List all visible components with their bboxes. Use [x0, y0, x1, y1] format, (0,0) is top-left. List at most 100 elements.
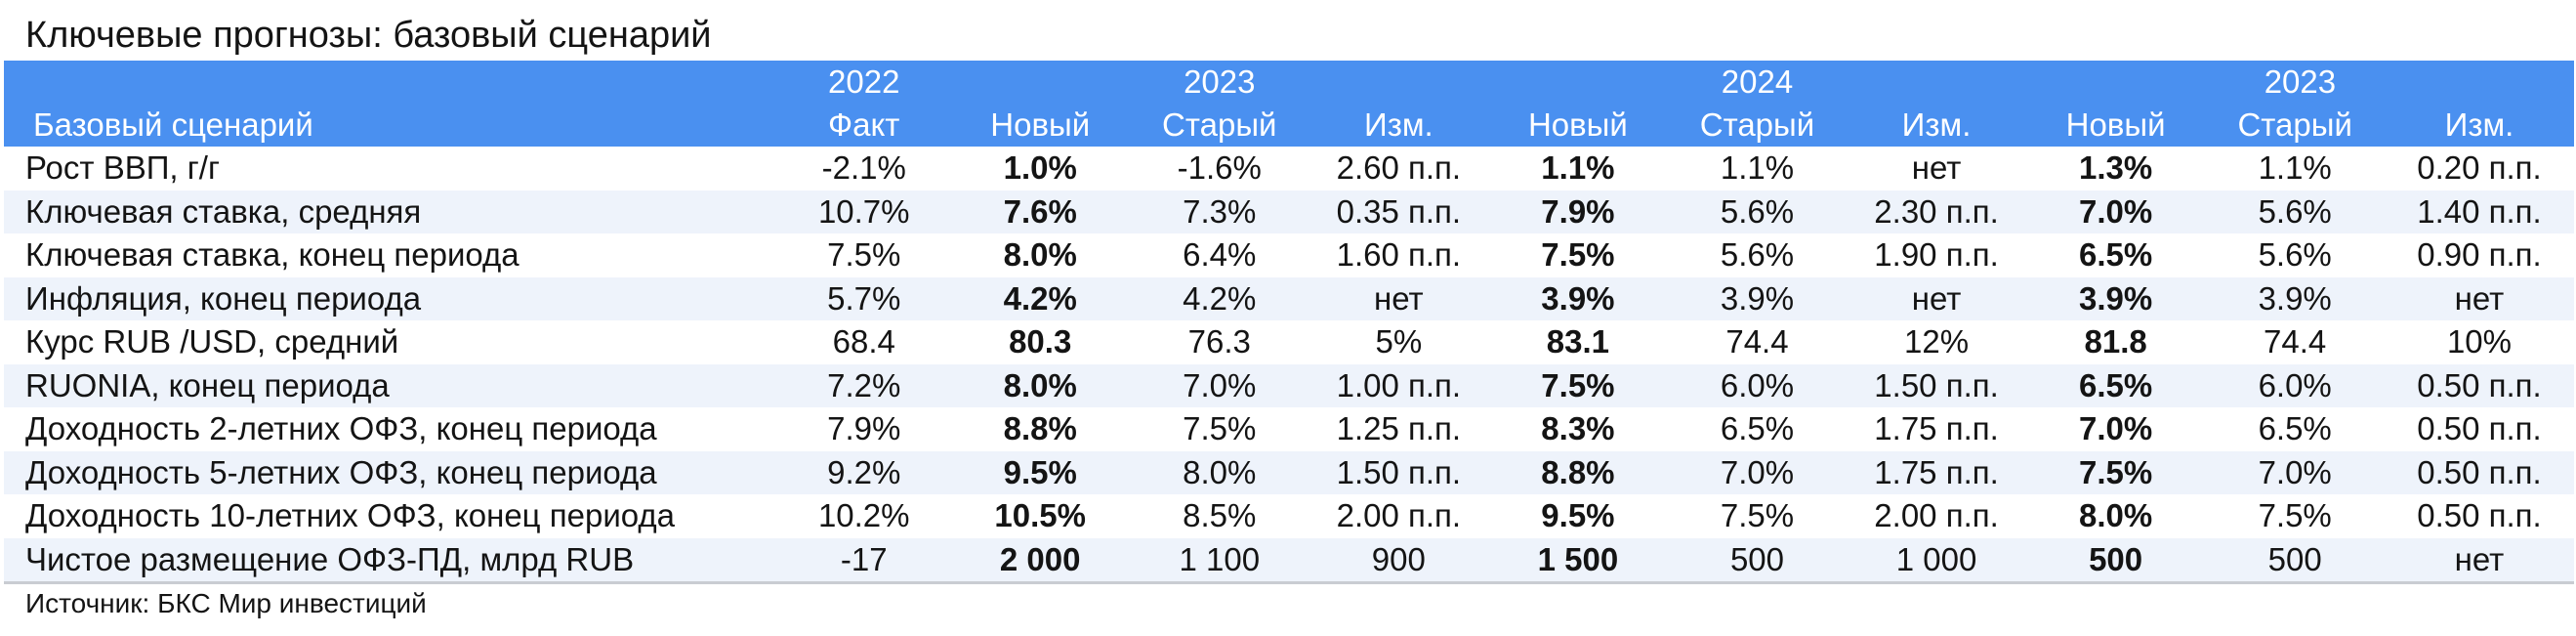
col-new: Новый — [1488, 104, 1668, 147]
cell-value: 7.3% — [1129, 190, 1309, 233]
cell-value: 10% — [2446, 323, 2512, 360]
col-new: Новый — [2025, 104, 2206, 147]
cell-value: 1.40 п.п. — [2384, 190, 2574, 233]
cell-value: 7.0% — [2025, 190, 2206, 233]
cell-fact: 68.4 — [832, 323, 895, 360]
cell-value: 8.0% — [1129, 450, 1309, 494]
row-label: Доходность 5-летних ОФЗ, конец периода — [4, 450, 778, 494]
cell-value: 1.25 п.п. — [1336, 410, 1462, 446]
cell-value: 7.6% — [950, 190, 1130, 233]
row-label: Рост ВВП, г/г — [25, 149, 221, 186]
cell-value: 8.0% — [950, 363, 1130, 407]
cell-value: 3.9% — [1667, 276, 1848, 320]
cell-value: 7.5% — [1488, 363, 1668, 407]
col-old: Старый — [2205, 104, 2385, 147]
cell-value: 7.0% — [1667, 450, 1848, 494]
cell-value: 9.5% — [1541, 497, 1615, 533]
cell-value: 500 — [2205, 537, 2385, 584]
cell-value: 1.90 п.п. — [1874, 236, 1999, 273]
cell-value: нет — [1309, 276, 1489, 320]
cell-value: 74.4 — [1725, 323, 1789, 360]
cell-value: нет — [2384, 537, 2574, 584]
table-row: Доходность 2-летних ОФЗ, конец периода 7.… — [4, 407, 2574, 451]
cell-value: 6.4% — [1183, 236, 1257, 273]
cell-value: 8.0% — [1003, 236, 1077, 273]
row-label: Ключевая ставка, конец периода — [25, 236, 519, 273]
cell-fact: 7.9% — [827, 410, 901, 446]
cell-value: 3.9% — [1488, 276, 1668, 320]
cell-value: 76.3 — [1187, 323, 1251, 360]
cell-value: 80.3 — [1009, 323, 1072, 360]
cell-value: 8.8% — [1003, 410, 1077, 446]
cell-value: 500 — [2025, 537, 2206, 584]
cell-value: 1.0% — [1003, 149, 1077, 186]
year-2024-header: 2024 — [1488, 61, 2026, 104]
cell-value: 5.6% — [2258, 236, 2332, 273]
cell-fact: 10.2% — [817, 497, 910, 533]
col-old: Старый — [1129, 104, 1309, 147]
cell-value: 1.1% — [1541, 149, 1615, 186]
cell-fact: -2.1% — [821, 149, 906, 186]
cell-value: 500 — [1667, 537, 1848, 584]
header-years-row: 2022 2023 2024 2023 — [4, 61, 2574, 104]
cell-value: 83.1 — [1546, 323, 1610, 360]
table-title: Ключевые прогнозы: базовый сценарий — [25, 15, 712, 56]
table-row: Ключевая ставка, конец периода 7.5% 8.0% 6.… — [4, 233, 2574, 277]
table-body: Рост ВВП, г/г -2.1% 1.0% -1.6% 2.60 п.п. 1.1%… — [4, 147, 2574, 584]
table-row: Доходность 5-летних ОФЗ, конец периода 9.… — [4, 450, 2574, 494]
row-label: Доходность 10-летних ОФЗ, конец периода — [25, 497, 675, 533]
cell-value: 5.6% — [2205, 190, 2385, 233]
cell-value: 6.0% — [1667, 363, 1848, 407]
cell-value: 2.00 п.п. — [1336, 497, 1462, 533]
cell-value: 0.35 п.п. — [1309, 190, 1489, 233]
col-old: Старый — [1667, 104, 1848, 147]
table-row: Рост ВВП, г/г -2.1% 1.0% -1.6% 2.60 п.п. 1.1%… — [4, 147, 2574, 191]
row-label: Ключевая ставка, средняя — [4, 190, 778, 233]
cell-value: 8.5% — [1183, 497, 1257, 533]
cell-value: 1.75 п.п. — [1847, 450, 2026, 494]
cell-value: 1.1% — [2258, 149, 2332, 186]
cell-value: 9.5% — [950, 450, 1130, 494]
year-2023b-header: 2023 — [2025, 61, 2574, 104]
cell-value: 7.0% — [2079, 410, 2153, 446]
cell-value: 2 000 — [950, 537, 1130, 584]
cell-value: 74.4 — [2264, 323, 2327, 360]
table-row: Курс RUB /USD, средний 68.4 80.3 76.3 5% 83.1… — [4, 320, 2574, 364]
cell-value: 3.9% — [2025, 276, 2206, 320]
cell-fact: 5.7% — [777, 276, 951, 320]
row-label: Курс RUB /USD, средний — [25, 323, 399, 360]
cell-value: 8.8% — [1488, 450, 1668, 494]
cell-value: 6.5% — [2258, 410, 2332, 446]
cell-value: -1.6% — [1177, 149, 1262, 186]
row-label: RUONIA, конец периода — [4, 363, 778, 407]
col-chg: Изм. — [1847, 104, 2026, 147]
source-note: Источник: БКС Мир инвестиций — [25, 588, 427, 618]
cell-value: 7.0% — [2205, 450, 2385, 494]
cell-value: 8.3% — [1541, 410, 1615, 446]
cell-value: 6.5% — [2025, 363, 2206, 407]
cell-value: 1 100 — [1129, 537, 1309, 584]
cell-value: 1.60 п.п. — [1336, 236, 1462, 273]
cell-value: 10.5% — [994, 497, 1086, 533]
row-label: Доходность 2-летних ОФЗ, конец периода — [25, 410, 657, 446]
row-label-header: Базовый сценарий — [4, 104, 778, 147]
cell-value: 8.0% — [2079, 497, 2153, 533]
forecast-table: 2022 2023 2024 2023 Базовый сценарий Фак… — [4, 61, 2574, 584]
cell-value: 1.75 п.п. — [1874, 410, 1999, 446]
col-fact: Факт — [777, 104, 951, 147]
table-row: Ключевая ставка, средняя 10.7% 7.6% 7.3% 0.3… — [4, 190, 2574, 233]
cell-fact: 7.2% — [777, 363, 951, 407]
cell-value: 900 — [1309, 537, 1489, 584]
col-chg: Изм. — [1309, 104, 1489, 147]
cell-value: 0.20 п.п. — [2417, 149, 2542, 186]
header-columns-row: Базовый сценарий Факт Новый Старый Изм. … — [4, 104, 2574, 147]
cell-value: 1.3% — [2079, 149, 2153, 186]
cell-value: 7.9% — [1488, 190, 1668, 233]
cell-value: 0.50 п.п. — [2384, 450, 2574, 494]
cell-value: 7.5% — [1183, 410, 1257, 446]
cell-value: 4.2% — [950, 276, 1130, 320]
cell-fact: 9.2% — [777, 450, 951, 494]
cell-value: 1 000 — [1847, 537, 2026, 584]
cell-value: 5.6% — [1667, 190, 1848, 233]
cell-value: 7.0% — [1129, 363, 1309, 407]
